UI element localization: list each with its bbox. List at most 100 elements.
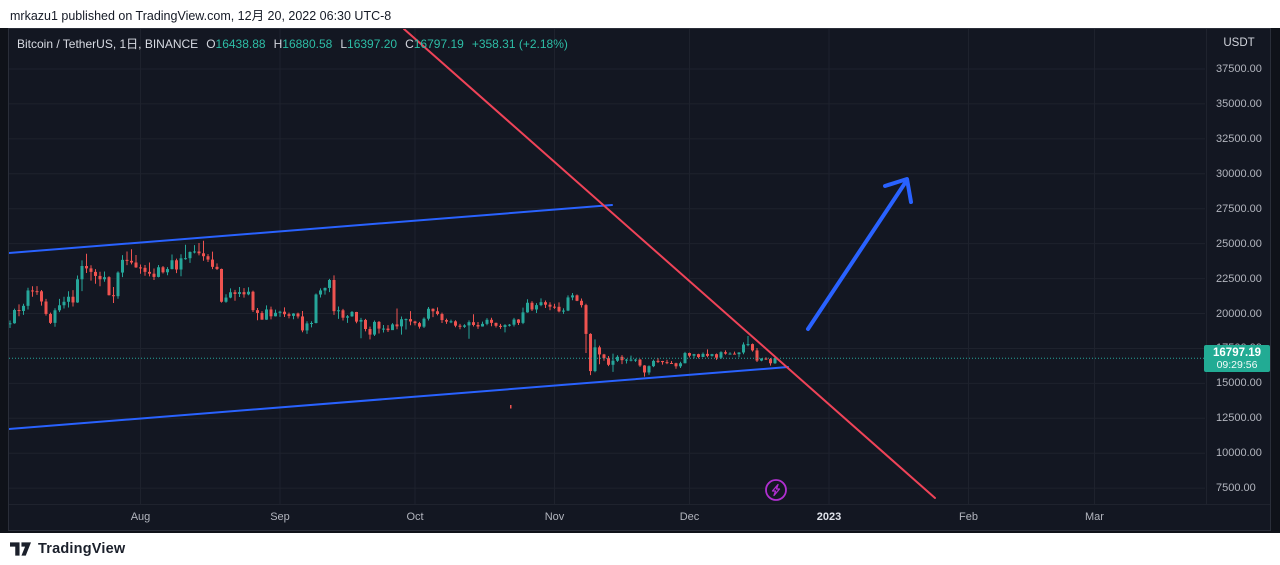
- candle-body: [274, 312, 277, 317]
- candle-body: [647, 366, 651, 373]
- countdown-timer: 09:29:56: [1216, 358, 1258, 371]
- candle-body: [400, 319, 403, 327]
- candle-body: [773, 358, 777, 364]
- ohlc-l-value: 16397.20: [347, 37, 398, 51]
- candle-body: [535, 305, 538, 310]
- candle-body: [382, 328, 385, 330]
- candle-body: [373, 321, 376, 335]
- candle-body: [251, 291, 255, 311]
- candle-body: [490, 319, 493, 323]
- candle-body: [350, 311, 354, 317]
- candle-body: [733, 353, 736, 355]
- y-axis-label: 10000.00: [1216, 447, 1262, 460]
- candle-body: [404, 319, 408, 321]
- brand-name: TradingView: [38, 541, 126, 557]
- price-chart-canvas: [9, 29, 1205, 504]
- price-axis[interactable]: USDT 37500.00 35000.00 32500.00 30000.00 275…: [1204, 29, 1271, 504]
- tradingview-logo-link[interactable]: TradingView: [10, 541, 125, 557]
- candle-body: [247, 291, 250, 295]
- footer-bar: TradingView: [0, 533, 1280, 565]
- candle-body: [571, 295, 574, 298]
- red-dot-mark: [510, 405, 512, 409]
- candle-body: [269, 309, 273, 317]
- candle-body: [229, 292, 232, 298]
- candle-body: [323, 287, 327, 291]
- candle-body: [530, 302, 534, 310]
- candle-body: [521, 312, 525, 323]
- candle-body: [634, 359, 637, 361]
- y-axis-label: 32500.00: [1216, 132, 1262, 145]
- candle-body: [769, 359, 772, 364]
- candle-body: [395, 324, 399, 327]
- y-axis-label: 15000.00: [1216, 377, 1262, 390]
- last-price-label: 16797.19 09:29:56: [1204, 344, 1270, 372]
- candle-body: [130, 260, 133, 263]
- y-axis-label: 20000.00: [1216, 307, 1262, 320]
- candle-body: [143, 267, 147, 272]
- time-axis[interactable]: Aug Sep Oct Nov Dec 2023 Feb Mar: [9, 504, 1270, 531]
- candle-body: [368, 329, 372, 335]
- y-axis-label: 35000.00: [1216, 97, 1262, 110]
- candle-body: [652, 360, 655, 367]
- candle-body: [751, 344, 754, 351]
- candle-body: [503, 325, 507, 327]
- candle-body: [337, 310, 340, 312]
- candle-body: [301, 316, 304, 331]
- candle-body: [724, 352, 727, 354]
- candle-body: [661, 361, 664, 363]
- candle-body: [670, 362, 673, 364]
- candle-body: [98, 275, 102, 280]
- chart-pane[interactable]: Bitcoin / TetherUS, 1日, BINANCE O16438.88…: [9, 29, 1205, 504]
- y-axis-label: 37500.00: [1216, 63, 1262, 75]
- candle-body: [715, 354, 718, 358]
- candle-body: [188, 252, 192, 259]
- candle-body: [341, 310, 345, 318]
- x-axis-label: Oct: [406, 511, 424, 523]
- candle-body: [508, 324, 511, 326]
- candle-body: [463, 325, 466, 327]
- candle-body: [319, 290, 322, 295]
- candle-body: [265, 309, 268, 320]
- candle-body: [701, 353, 705, 357]
- candle-body: [566, 297, 570, 311]
- ohlc-c-value: 16797.19: [413, 37, 464, 51]
- candle-body: [553, 306, 556, 308]
- candle-body: [179, 258, 183, 270]
- symbol-title: Bitcoin / TetherUS, 1日, BINANCE: [17, 37, 199, 51]
- chart-legend[interactable]: Bitcoin / TetherUS, 1日, BINANCE O16438.88…: [17, 35, 568, 52]
- candle-body: [224, 297, 228, 302]
- candle-body: [575, 295, 579, 301]
- candle-body: [220, 268, 223, 302]
- candle-body: [278, 311, 282, 313]
- candle-body: [629, 359, 633, 361]
- candle-body: [589, 333, 592, 372]
- candle-body: [481, 323, 484, 327]
- candle-body: [26, 290, 30, 306]
- candle-body: [256, 310, 259, 313]
- x-axis-label: Dec: [679, 511, 700, 523]
- candle-body: [472, 322, 475, 325]
- candle-body: [260, 312, 264, 320]
- candle-body: [166, 269, 169, 273]
- resistance-breakdown-trendline: [403, 29, 936, 499]
- last-price-value: 16797.19: [1213, 346, 1261, 359]
- candle-body: [494, 322, 498, 326]
- y-axis-label: 12500.00: [1216, 412, 1262, 425]
- candle-body: [233, 292, 237, 294]
- candle-body: [697, 354, 700, 357]
- candle-body: [215, 266, 219, 269]
- candle-body: [94, 271, 97, 276]
- candle-body: [418, 323, 421, 327]
- ohlc-h-value: 16880.58: [282, 37, 333, 51]
- candle-body: [454, 321, 457, 326]
- candle-body: [359, 319, 363, 322]
- candle-body: [193, 251, 196, 253]
- candle-body: [431, 308, 435, 312]
- ohlc-o-letter: O: [206, 37, 216, 51]
- candle-body: [346, 316, 349, 318]
- bullish-arrow-head: [883, 177, 913, 204]
- lightning-bolt-icon: [771, 483, 781, 497]
- candle-body: [413, 321, 417, 324]
- candle-body: [427, 308, 430, 319]
- candle-body: [103, 277, 106, 280]
